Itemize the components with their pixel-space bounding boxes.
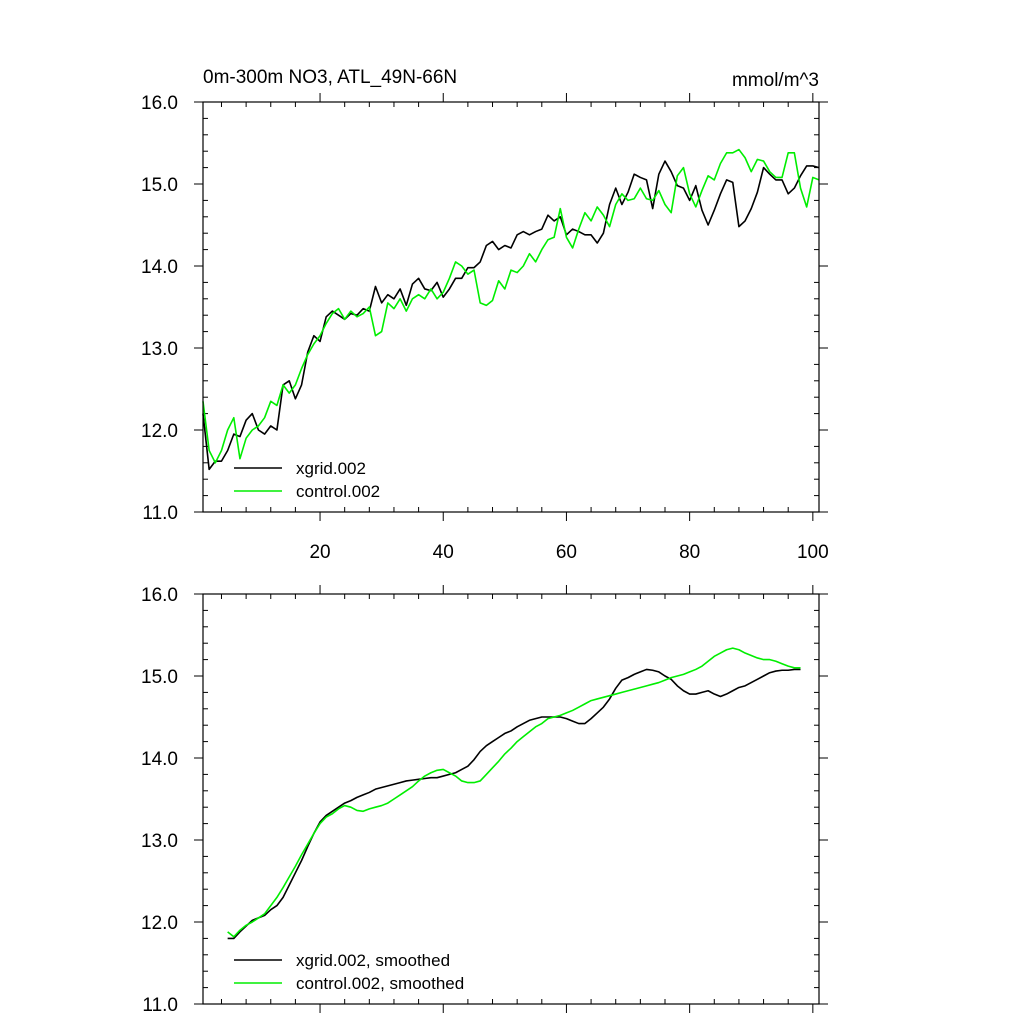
bottom-panel-series [227, 647, 801, 940]
top-panel-ticks: 11.0 12.0 13.0 14.0 15.0 16.0 20 40 60 80 100 [141, 93, 829, 563]
chart-title: 0m-300m NO3, ATL_49N-66N [203, 67, 457, 88]
top-panel-frame [202, 101, 820, 513]
x-tick-label: 100 [797, 542, 829, 563]
legend-label-control: control.002 [296, 482, 380, 501]
y-tick-label: 16.0 [141, 585, 178, 606]
y-tick-label: 16.0 [141, 93, 178, 114]
y-tick-label: 12.0 [141, 421, 178, 442]
y-tick-label: 11.0 [142, 503, 178, 524]
top-legend: xgrid.002 control.002 [234, 459, 380, 501]
x-tick-label: 20 [309, 542, 330, 563]
x-tick-label: 40 [433, 542, 454, 563]
bottom-legend: xgrid.002, smoothed control.002, smoothe… [234, 951, 464, 993]
y-tick-label: 11.0 [142, 995, 178, 1016]
series-line-control-smoothed [227, 647, 801, 938]
y-tick-label: 15.0 [141, 175, 178, 196]
x-tick-label: 80 [679, 542, 700, 563]
top-panel-series [202, 148, 820, 471]
legend-label-xgrid-smoothed: xgrid.002, smoothed [296, 951, 450, 970]
y-tick-label: 14.0 [141, 257, 178, 278]
units-label: mmol/m^3 [732, 70, 819, 91]
y-tick-label: 13.0 [141, 831, 178, 852]
y-tick-label: 13.0 [141, 339, 178, 360]
bottom-panel-ticks: 11.0 12.0 13.0 14.0 15.0 16.0 [141, 585, 828, 1016]
bottom-panel-frame [202, 593, 820, 1005]
bottom-panel: 11.0 12.0 13.0 14.0 15.0 16.0 xgrid.002, smoo… [141, 585, 828, 1016]
legend-label-xgrid: xgrid.002 [296, 459, 366, 478]
y-tick-label: 14.0 [141, 749, 178, 770]
series-line-xgrid [202, 160, 820, 471]
series-line-xgrid-smoothed [227, 668, 801, 940]
y-tick-label: 12.0 [141, 913, 178, 934]
y-tick-label: 15.0 [141, 667, 178, 688]
legend-label-control-smoothed: control.002, smoothed [296, 974, 464, 993]
x-tick-label: 60 [556, 542, 577, 563]
top-panel: 0m-300m NO3, ATL_49N-66N mmol/m^3 11.0 12… [141, 67, 829, 563]
series-line-control [202, 148, 820, 464]
